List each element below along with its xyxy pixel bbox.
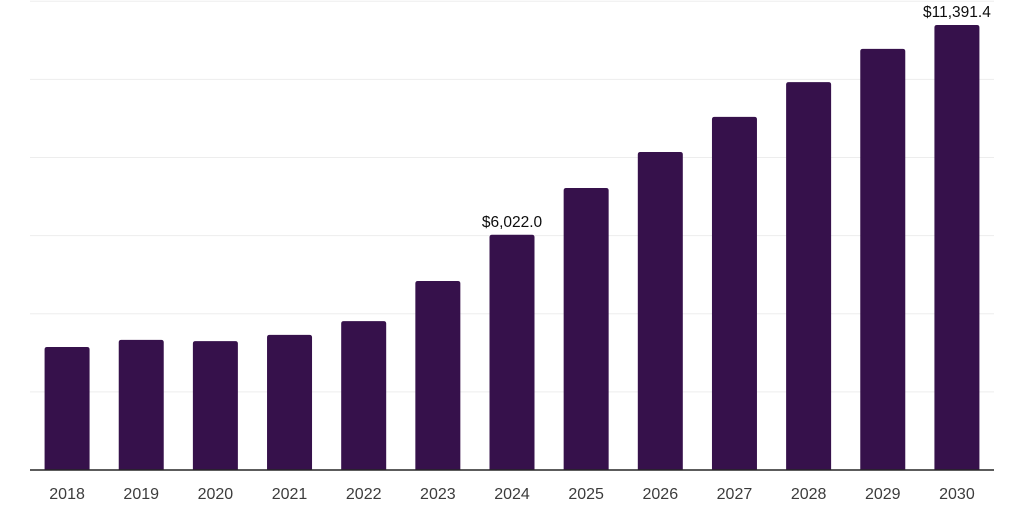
bar-2021 (267, 334, 313, 470)
bar-2024 (489, 234, 535, 470)
bars (44, 25, 980, 470)
bar-value-label-2030: $11,391.4 (923, 4, 991, 21)
bar-2018 (44, 346, 90, 470)
bar-2022 (341, 321, 387, 470)
x-tick-label-2019: 2019 (123, 486, 159, 503)
bar-2019 (118, 339, 164, 470)
bar-value-label-2024: $6,022.0 (482, 214, 543, 231)
x-tick-label-2028: 2028 (791, 486, 827, 503)
bar-2030 (934, 25, 980, 470)
bar-2027 (711, 116, 757, 470)
x-tick-label-2029: 2029 (865, 486, 901, 503)
x-tick-label-2027: 2027 (717, 486, 753, 503)
bar-2023 (415, 280, 461, 470)
x-tick-label-2022: 2022 (346, 486, 382, 503)
x-tick-label-2023: 2023 (420, 486, 456, 503)
bar-2026 (637, 152, 683, 470)
x-tick-label-2025: 2025 (568, 486, 604, 503)
bar-2020 (192, 341, 238, 470)
x-tick-label-2024: 2024 (494, 486, 530, 503)
bar-value-labels: $6,022.0 $11,391.4 (482, 4, 991, 231)
x-tick-label-2026: 2026 (643, 486, 679, 503)
x-tick-label-2021: 2021 (272, 486, 308, 503)
x-axis-tick-labels: 2018 2019 2020 2021 2022 2023 2024 2025 2026 2027… (49, 486, 975, 503)
bar-2029 (860, 48, 906, 470)
x-tick-label-2030: 2030 (939, 486, 975, 503)
bar-2025 (563, 187, 609, 470)
x-tick-label-2018: 2018 (49, 486, 85, 503)
x-tick-label-2020: 2020 (198, 486, 234, 503)
bar-2028 (786, 82, 832, 470)
